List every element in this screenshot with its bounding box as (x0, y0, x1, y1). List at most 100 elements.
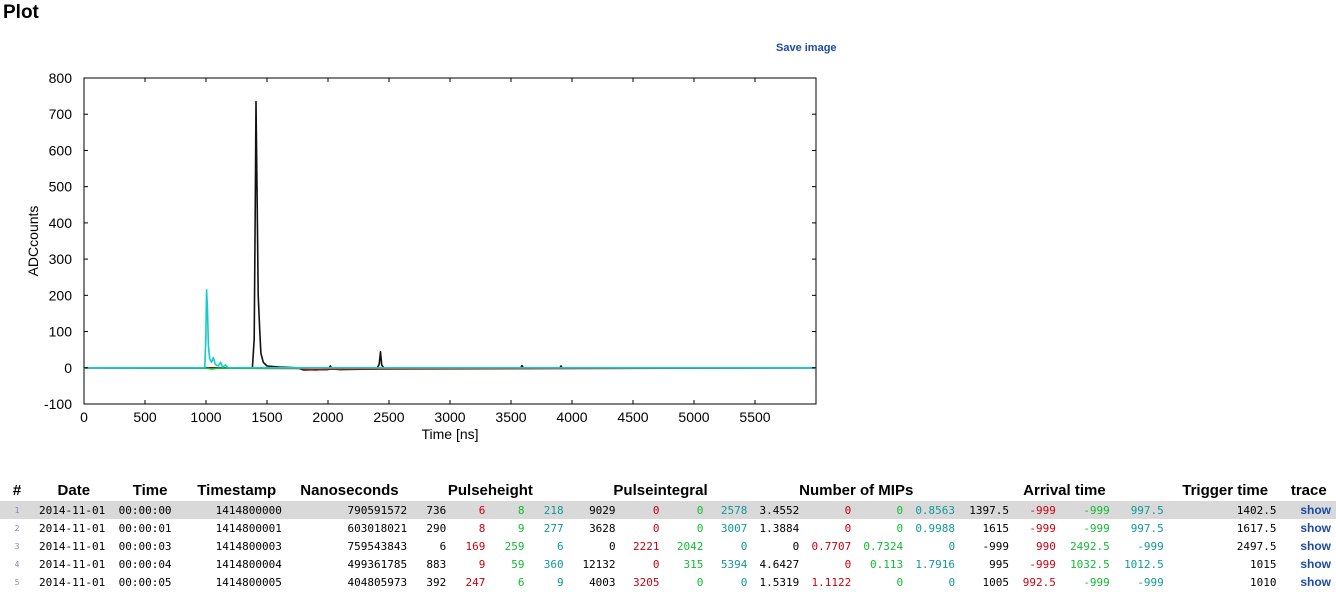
y-tick-label: 600 (49, 142, 73, 158)
mips-cell: 0 (896, 521, 904, 535)
mips-cell: 3.4552 (752, 501, 805, 519)
page-title: Plot (3, 2, 39, 23)
show-trace-link[interactable]: show (1300, 503, 1331, 517)
mips-cell: 0 (844, 521, 852, 535)
pi-cell: 0 (740, 539, 748, 553)
table-row: 5 2014-11-01 00:00:05 1414800005 404805973 39… (0, 573, 1336, 591)
date-cell: 2014-11-01 (39, 521, 106, 535)
mips-cell: 0 (792, 539, 800, 553)
show-trace-link[interactable]: show (1300, 557, 1331, 571)
pi-cell: 0 (696, 521, 704, 535)
ph-cell: 259 (504, 539, 525, 553)
ph-cell: 9 (517, 521, 525, 535)
pi-cell: 0 (620, 501, 665, 519)
ph-cell: 8 (490, 501, 530, 519)
timestamp-cell: 1414800003 (215, 539, 282, 553)
ph-cell: 6 (557, 539, 564, 553)
time-cell: 00:00:00 (113, 501, 187, 519)
arrival-cell: 992.5 (1022, 575, 1056, 589)
trace-line-1 (84, 100, 816, 371)
arrival-cell: -999 (1060, 501, 1115, 519)
timestamp-cell: 1414800004 (215, 557, 282, 571)
x-tick-label: 3000 (434, 409, 465, 425)
arrival-cell: -999 (982, 539, 1010, 553)
y-tick-label: 100 (49, 324, 73, 340)
nanoseconds-cell: 790591572 (286, 501, 413, 519)
trigger-time-cell: 1010 (1250, 575, 1277, 589)
x-tick-label: 5000 (678, 409, 709, 425)
x-axis-label: Time [ns] (421, 426, 478, 442)
ph-cell: 392 (426, 575, 447, 589)
pi-cell: 2578 (708, 501, 753, 519)
mips-cell: 1.1122 (811, 575, 852, 589)
pi-cell: 2042 (676, 539, 704, 553)
y-tick-label: 400 (49, 215, 73, 231)
pi-cell: 9029 (568, 501, 621, 519)
x-tick-label: 500 (133, 409, 157, 425)
x-tick-label: 4500 (617, 409, 648, 425)
pi-cell: 5394 (720, 557, 748, 571)
ph-cell: 6 (517, 575, 525, 589)
table-header-row: # Date Time Timestamp Nanoseconds Pulseheight… (0, 479, 1336, 501)
column-header: Trigger time (1182, 481, 1269, 499)
time-cell: 00:00:01 (118, 521, 172, 535)
mips-cell: 0 (844, 557, 852, 571)
trigger-time-cell: 1402.5 (1168, 501, 1282, 519)
column-header: # (12, 481, 22, 499)
plot-frame (83, 77, 817, 405)
mips-cell: 0 (896, 575, 904, 589)
show-trace-link[interactable]: show (1300, 539, 1331, 553)
y-tick-label: 700 (49, 106, 73, 122)
column-header: Timestamp (197, 481, 277, 499)
date-cell: 2014-11-01 (39, 575, 106, 589)
date-cell: 2014-11-01 (39, 557, 106, 571)
column-header: Nanoseconds (300, 481, 399, 499)
column-header: Pulseheight (447, 481, 533, 499)
arrival-cell: -999 (1137, 539, 1164, 553)
trace-cell: show (1282, 573, 1336, 591)
x-tick-label: 1500 (251, 409, 282, 425)
arrival-cell: 1005 (982, 575, 1010, 589)
column-header: Arrival time (1023, 481, 1106, 499)
table-row: 1 2014-11-01 00:00:00 1414800000 790591572 73… (0, 501, 1336, 519)
mips-cell: 1.5319 (759, 575, 800, 589)
pi-cell: 3007 (720, 521, 748, 535)
trigger-time-cell: 1015 (1250, 557, 1277, 571)
arrival-cell: 1032.5 (1070, 557, 1110, 571)
arrival-cell: -999 (1137, 575, 1164, 589)
save-image-link[interactable]: Save image (776, 42, 837, 54)
adc-trace-chart: -100 0 100 200 300 400 500 600 700 800 0 500 1000 150… (25, 70, 817, 442)
x-tick-label: 0 (80, 409, 88, 425)
show-trace-link[interactable]: show (1300, 521, 1331, 535)
x-tick-label: 2500 (373, 409, 404, 425)
mips-cell: 0.9988 (915, 521, 956, 535)
ph-cell: 6 (439, 539, 447, 553)
arrival-cell: -999 (1014, 501, 1061, 519)
pi-cell: 3628 (589, 521, 616, 535)
mips-cell: 0.7707 (811, 539, 852, 553)
ph-cell: 8 (478, 521, 486, 535)
row-number: 3 (14, 541, 20, 551)
arrival-cell: 990 (1035, 539, 1056, 553)
ph-cell: 59 (511, 557, 525, 571)
nanoseconds-cell: 759543843 (347, 539, 408, 553)
mips-cell: 0 (948, 575, 956, 589)
mips-cell: 1.3884 (759, 521, 800, 535)
table-row: 4 2014-11-01 00:00:04 1414800004 499361785 88… (0, 555, 1336, 573)
y-tick-label: 0 (64, 360, 72, 376)
table-row: 3 2014-11-01 00:00:03 1414800003 759543843 6 1… (0, 537, 1336, 555)
x-tick-label: 2000 (312, 409, 343, 425)
row-number: 4 (14, 559, 20, 569)
ph-cell: 9 (557, 575, 564, 589)
arrival-cell: -999 (1083, 521, 1110, 535)
mips-cell: 0.8563 (908, 501, 961, 519)
trace-line-4 (84, 289, 816, 369)
timestamp-cell: 1414800000 (186, 501, 287, 519)
time-cell: 00:00:03 (118, 539, 172, 553)
x-tick-label: 1000 (190, 409, 221, 425)
show-trace-link[interactable]: show (1300, 575, 1331, 589)
date-cell: 2014-11-01 (39, 539, 106, 553)
pi-cell: 12132 (582, 557, 616, 571)
time-cell: 00:00:05 (118, 575, 172, 589)
table-row: 2 2014-11-01 00:00:01 1414800001 603018021 29… (0, 519, 1336, 537)
